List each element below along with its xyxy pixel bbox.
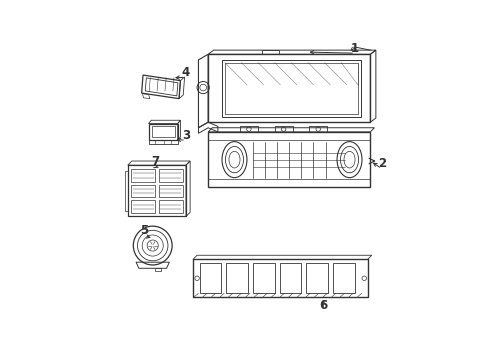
Text: 1: 1 bbox=[351, 42, 359, 55]
Text: 4: 4 bbox=[182, 66, 190, 79]
Text: 7: 7 bbox=[151, 155, 160, 168]
Text: 2: 2 bbox=[378, 157, 386, 170]
Text: 6: 6 bbox=[319, 299, 327, 312]
Text: 3: 3 bbox=[182, 129, 190, 142]
Text: 5: 5 bbox=[140, 224, 148, 237]
